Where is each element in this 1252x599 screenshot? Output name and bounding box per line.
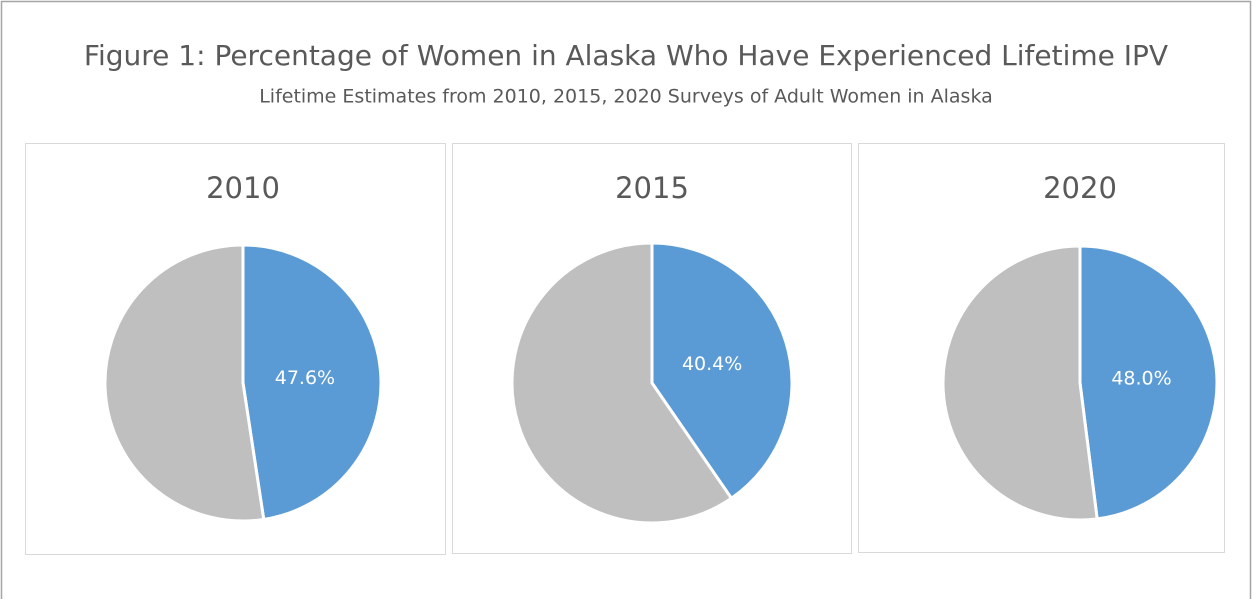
- pie-slice: [1078, 244, 1219, 521]
- data-label: 48.0%: [1111, 368, 1171, 390]
- figure-subtitle: Lifetime Estimates from 2010, 2015, 2020…: [259, 86, 993, 108]
- pie-slice: [941, 244, 1099, 522]
- figure-title: Figure 1: Percentage of Women in Alaska …: [84, 39, 1168, 72]
- pie-slice: [510, 241, 734, 525]
- pie-slice: [650, 241, 794, 501]
- data-label: 47.6%: [275, 367, 335, 389]
- pie-slice: [103, 243, 266, 523]
- data-label: 40.4%: [682, 353, 742, 375]
- chart-title: 2010: [206, 171, 280, 205]
- pie-slice: [241, 243, 383, 522]
- chart-title: 2015: [615, 171, 689, 205]
- chart-title: 2020: [1043, 171, 1117, 205]
